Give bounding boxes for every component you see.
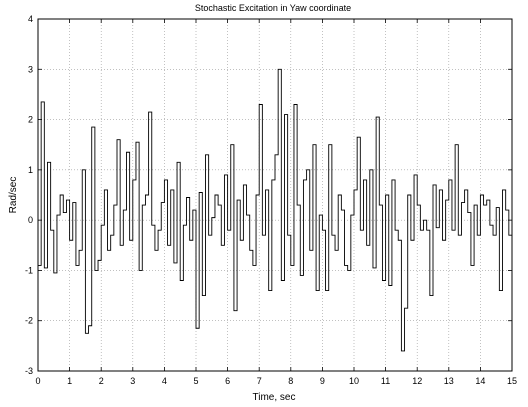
- x-tick-label: 13: [444, 376, 454, 386]
- x-tick-label: 1: [67, 376, 72, 386]
- x-tick-label: 3: [130, 376, 135, 386]
- x-tick-label: 5: [193, 376, 198, 386]
- x-tick-label: 11: [381, 376, 390, 386]
- x-axis-label: Time, sec: [253, 392, 296, 403]
- x-tick-label: 15: [507, 376, 517, 386]
- x-tick-label: 10: [349, 376, 359, 386]
- y-tick-labels: -3 -2 -1 0 1 2 3 4: [25, 14, 33, 376]
- y-tick-label: 4: [28, 14, 33, 24]
- series-line: [38, 68, 512, 352]
- y-tick-label: -3: [25, 366, 33, 376]
- x-tick-label: 12: [412, 376, 422, 386]
- x-tick-label: 6: [225, 376, 230, 386]
- y-tick-label: 3: [28, 64, 33, 74]
- y-tick-label: -1: [25, 265, 33, 275]
- x-tick-label: 14: [475, 376, 485, 386]
- y-tick-label: 2: [28, 115, 33, 125]
- y-tick-label: 1: [28, 165, 33, 175]
- chart-title: Stochastic Excitation in Yaw coordinate: [195, 3, 351, 13]
- x-tick-label: 8: [288, 376, 293, 386]
- plot-area-border: [37, 18, 513, 372]
- x-tick-label: 4: [162, 376, 167, 386]
- y-tick-label: 0: [28, 215, 33, 225]
- x-tick-label: 0: [35, 376, 40, 386]
- axis-ticks: [37, 18, 513, 372]
- x-tick-label: 7: [257, 376, 262, 386]
- y-axis-label: Rad/sec: [8, 177, 19, 214]
- y-tick-label: -2: [25, 316, 33, 326]
- x-tick-labels: 0 1 2 3 4 5 6 7 8 9 10 11 12 13 14 15: [35, 376, 517, 386]
- x-tick-label: 9: [320, 376, 325, 386]
- x-tick-label: 2: [99, 376, 104, 386]
